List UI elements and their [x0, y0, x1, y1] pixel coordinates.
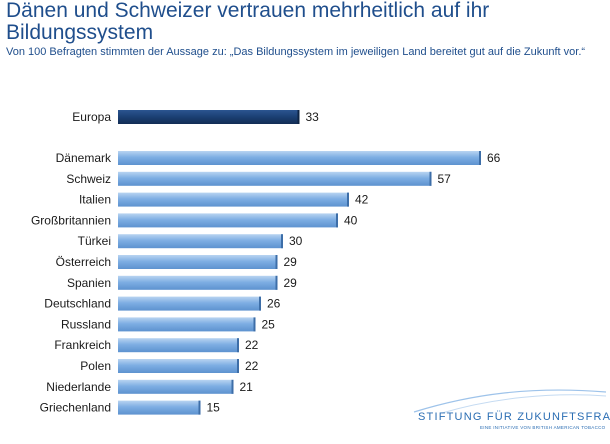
bar-italien: [118, 192, 349, 207]
bar-end-polen: [237, 359, 239, 373]
category-label-türkei: Türkei: [78, 234, 111, 248]
bar-end-russland: [253, 317, 256, 332]
category-label-italien: Italien: [79, 193, 111, 207]
bar-griechenland: [118, 400, 201, 415]
logo-text: STIFTUNG FÜR ZUKUNFTSFRAGEN: [418, 411, 610, 423]
category-label-russland: Russland: [61, 317, 111, 331]
category-label-europa: Europa: [72, 110, 111, 124]
logo-swoosh-icon: [413, 389, 607, 414]
bar-end-großbritannien: [336, 213, 338, 228]
value-label-frankreich: 22: [245, 338, 259, 352]
category-label-polen: Polen: [80, 359, 111, 373]
category-label-dänemark: Dänemark: [56, 151, 112, 165]
value-label-deutschland: 26: [267, 297, 281, 311]
bar-spanien: [118, 275, 278, 290]
value-label-spanien: 29: [284, 276, 298, 290]
bar-end-dänemark: [479, 151, 481, 165]
bar-großbritannien: [118, 213, 338, 228]
bar-end-österreich: [275, 255, 278, 269]
value-label-griechenland: 15: [207, 401, 221, 415]
category-label-griechenland: Griechenland: [40, 401, 111, 415]
bar-türkei: [118, 234, 283, 249]
bar-end-türkei: [281, 234, 283, 249]
category-label-deutschland: Deutschland: [44, 297, 111, 311]
category-label-spanien: Spanien: [67, 276, 111, 290]
bar-end-deutschland: [259, 296, 261, 311]
category-label-österreich: Österreich: [56, 255, 111, 269]
bar-österreich: [118, 255, 278, 269]
bar-schweiz: [118, 171, 432, 186]
bar-frankreich: [118, 338, 239, 353]
category-label-schweiz: Schweiz: [66, 172, 111, 186]
value-label-österreich: 29: [284, 255, 298, 269]
category-label-niederlande: Niederlande: [46, 380, 111, 394]
value-label-schweiz: 57: [438, 172, 452, 186]
bar-deutschland: [118, 296, 261, 311]
bar-end-europa: [297, 110, 300, 124]
bar-end-niederlande: [231, 379, 234, 394]
bar-polen: [118, 359, 239, 373]
value-label-türkei: 30: [289, 234, 303, 248]
value-label-großbritannien: 40: [344, 213, 358, 227]
chart-subtitle: Von 100 Befragten stimmten der Aussage z…: [6, 46, 586, 58]
bar-end-spanien: [275, 275, 278, 290]
chart-title: Dänen und Schweizer vertrauen mehrheitli…: [6, 0, 490, 44]
bar-europa: [118, 110, 300, 124]
value-label-russland: 25: [262, 317, 276, 331]
bar-niederlande: [118, 379, 234, 394]
category-label-großbritannien: Großbritannien: [31, 213, 111, 227]
value-label-niederlande: 21: [240, 380, 254, 394]
bar-end-italien: [347, 192, 349, 207]
value-label-italien: 42: [355, 193, 369, 207]
value-label-europa: 33: [306, 110, 320, 124]
bar-end-schweiz: [429, 171, 432, 186]
bar-end-frankreich: [237, 338, 239, 353]
bar-end-griechenland: [198, 400, 201, 415]
category-label-frankreich: Frankreich: [54, 338, 111, 352]
value-label-polen: 22: [245, 359, 259, 373]
logo-tagline: EINE INITIATIVE VON BRITISH AMERICAN TOB…: [480, 425, 606, 430]
bar-russland: [118, 317, 256, 332]
value-label-dänemark: 66: [487, 151, 501, 165]
bar-dänemark: [118, 151, 481, 165]
